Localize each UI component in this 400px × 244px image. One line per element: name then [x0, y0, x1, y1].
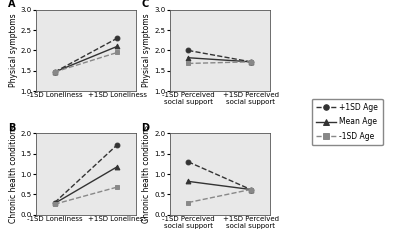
Text: A: A — [8, 0, 16, 9]
Text: D: D — [142, 122, 150, 132]
Y-axis label: Physical symptoms: Physical symptoms — [142, 14, 151, 87]
Text: B: B — [8, 122, 15, 132]
Text: C: C — [142, 0, 149, 9]
Legend: +1SD Age, Mean Age, -1SD Age: +1SD Age, Mean Age, -1SD Age — [312, 99, 383, 145]
Y-axis label: Chronic health conditions: Chronic health conditions — [9, 125, 18, 223]
Y-axis label: Physical symptoms: Physical symptoms — [9, 14, 18, 87]
Y-axis label: Chronic health conditions: Chronic health conditions — [142, 125, 151, 223]
